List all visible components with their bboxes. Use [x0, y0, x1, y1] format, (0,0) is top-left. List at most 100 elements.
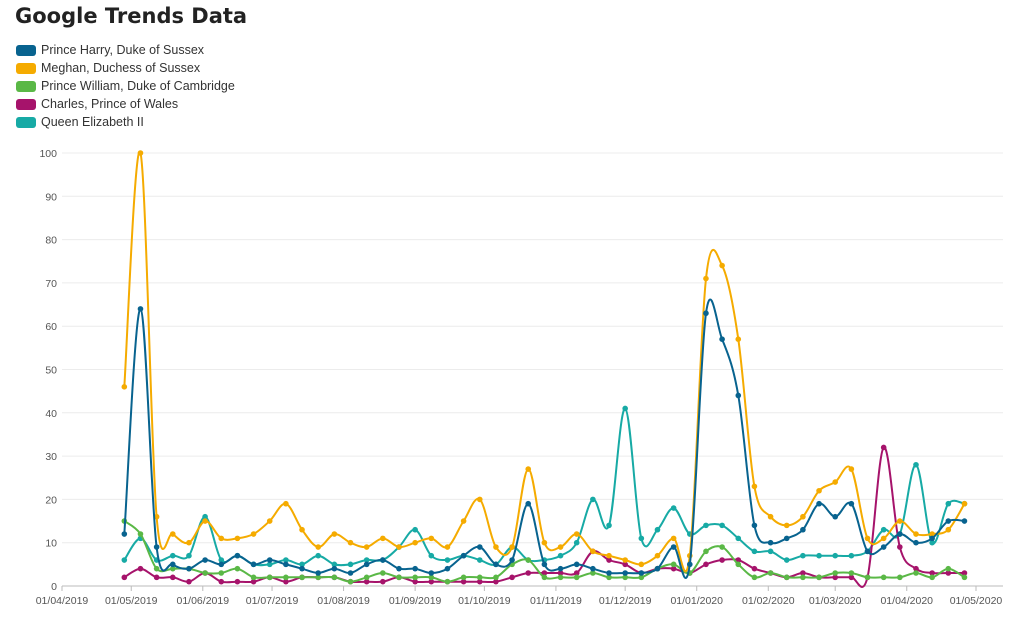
- data-point: [299, 565, 305, 572]
- data-point: [816, 574, 822, 581]
- data-point: [897, 544, 903, 550]
- data-point: [460, 574, 467, 581]
- data-point: [315, 552, 321, 559]
- y-tick-label: 50: [45, 365, 57, 377]
- data-point: [460, 518, 467, 524]
- data-point: [719, 262, 725, 269]
- data-point: [638, 574, 645, 581]
- data-point: [396, 565, 402, 572]
- data-point: [525, 570, 532, 576]
- x-tick-label: 01/11/2019: [530, 595, 582, 607]
- data-point: [832, 513, 839, 520]
- data-point: [315, 544, 321, 550]
- data-point: [670, 535, 677, 542]
- x-tick-label: 01/05/2019: [105, 595, 158, 607]
- data-point: [250, 561, 257, 568]
- data-point: [913, 570, 919, 576]
- data-point: [266, 561, 273, 568]
- data-point: [169, 574, 176, 581]
- data-point: [751, 483, 758, 490]
- data-point: [573, 539, 580, 546]
- legend-item[interactable]: Prince William, Duke of Cambridge: [16, 77, 235, 95]
- legend-item[interactable]: Charles, Prince of Wales: [16, 95, 235, 113]
- data-point: [234, 578, 241, 585]
- data-point: [444, 544, 451, 550]
- data-point: [751, 548, 758, 555]
- data-point: [121, 557, 128, 563]
- data-point: [493, 561, 499, 568]
- legend-item[interactable]: Queen Elizabeth II: [16, 113, 235, 131]
- legend-item[interactable]: Meghan, Duchess of Sussex: [16, 59, 235, 77]
- data-point: [331, 565, 338, 572]
- data-point: [864, 574, 871, 581]
- data-point: [622, 561, 628, 568]
- legend: Prince Harry, Duke of Sussex Meghan, Duch…: [16, 41, 235, 131]
- data-point: [283, 557, 289, 563]
- x-tick-label: 01/04/2020: [880, 595, 933, 607]
- data-point: [848, 570, 855, 576]
- data-point: [153, 565, 160, 572]
- data-point: [234, 552, 241, 559]
- y-tick-label: 80: [45, 235, 57, 247]
- data-point: [121, 574, 128, 581]
- data-point: [153, 574, 160, 581]
- data-point: [428, 535, 435, 542]
- data-point: [670, 544, 677, 550]
- data-point: [202, 557, 208, 563]
- data-point: [396, 544, 402, 550]
- data-point: [380, 557, 386, 563]
- data-point: [137, 531, 144, 537]
- data-point: [412, 526, 418, 533]
- data-point: [590, 570, 596, 576]
- data-point: [444, 565, 451, 572]
- data-point: [945, 570, 952, 576]
- data-point: [299, 561, 305, 568]
- data-point: [945, 565, 952, 572]
- x-tick-label: 01/02/2020: [742, 595, 795, 607]
- data-point: [961, 518, 968, 524]
- data-point: [670, 505, 677, 511]
- x-tick-label: 01/09/2019: [389, 595, 442, 607]
- data-point: [590, 496, 596, 503]
- data-point: [897, 518, 903, 524]
- data-point: [363, 544, 370, 550]
- data-point: [347, 570, 354, 576]
- data-point: [509, 544, 515, 550]
- data-point: [929, 535, 935, 542]
- data-point: [654, 552, 661, 559]
- data-point: [622, 574, 628, 581]
- legend-label: Charles, Prince of Wales: [41, 97, 179, 111]
- data-point: [913, 539, 919, 546]
- data-point: [557, 574, 564, 581]
- data-point: [913, 461, 919, 468]
- data-point: [880, 444, 887, 451]
- series-line: [123, 150, 966, 573]
- x-tick-label: 01/04/2019: [36, 595, 89, 607]
- legend-swatch: [16, 98, 36, 110]
- data-point: [735, 392, 742, 399]
- data-point: [186, 565, 192, 572]
- data-point: [800, 513, 806, 520]
- data-point: [202, 570, 208, 576]
- y-tick-label: 0: [51, 581, 57, 593]
- data-point: [347, 578, 354, 585]
- data-point: [929, 531, 935, 537]
- data-point: [299, 526, 305, 533]
- data-point: [541, 570, 548, 576]
- data-point: [719, 557, 725, 563]
- data-point: [412, 578, 418, 585]
- data-point: [137, 306, 144, 312]
- legend-item[interactable]: Prince Harry, Duke of Sussex: [16, 41, 235, 59]
- data-point: [670, 561, 677, 568]
- data-point: [573, 570, 580, 576]
- data-point: [848, 574, 855, 581]
- data-point: [186, 539, 192, 546]
- data-point: [266, 557, 273, 563]
- data-point: [832, 479, 839, 485]
- data-point: [816, 500, 822, 507]
- data-point: [945, 500, 952, 507]
- data-point: [153, 544, 160, 550]
- data-point: [719, 544, 725, 550]
- data-point: [913, 565, 919, 572]
- x-tick-label: 01/08/2019: [317, 595, 370, 607]
